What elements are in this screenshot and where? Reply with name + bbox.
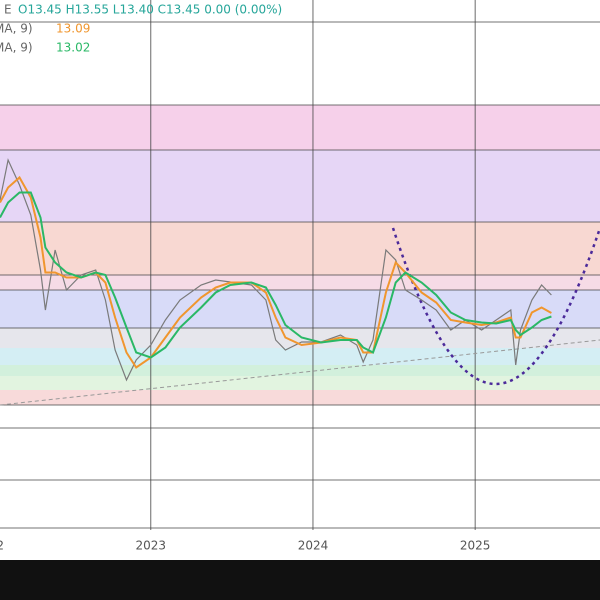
band bbox=[0, 390, 600, 405]
band bbox=[0, 150, 600, 222]
x-tick-label: 2024 bbox=[298, 539, 329, 553]
series-line bbox=[0, 158, 552, 382]
legend-label: MA, 9) bbox=[0, 22, 33, 36]
bottom-bar bbox=[0, 560, 600, 600]
band bbox=[0, 348, 600, 365]
band bbox=[0, 365, 600, 376]
band bbox=[0, 275, 600, 290]
legend-value: 13.09 bbox=[56, 22, 90, 36]
trend-line bbox=[0, 339, 600, 406]
legend-label: E bbox=[4, 3, 12, 17]
band bbox=[0, 105, 600, 150]
legend-value: O13.45 H13.55 L13.40 C13.45 0.00 (0.00%) bbox=[18, 3, 282, 17]
legend: E O13.45 H13.55 L13.40 C13.45 0.00 (0.00%… bbox=[0, 3, 282, 55]
horizontal-lines bbox=[0, 21, 600, 529]
plot bbox=[0, 158, 552, 382]
series-line bbox=[0, 191, 552, 359]
series-line bbox=[0, 175, 552, 369]
x-tick-label: 2023 bbox=[136, 539, 167, 553]
grid bbox=[150, 0, 476, 530]
band bbox=[0, 376, 600, 390]
legend-value: 13.02 bbox=[56, 41, 90, 55]
x-tick-label: 2025 bbox=[460, 539, 491, 553]
band bbox=[0, 328, 600, 348]
cup-pattern bbox=[391, 227, 600, 385]
band bbox=[0, 222, 600, 275]
band bbox=[0, 290, 600, 328]
x-tick-label: 2 bbox=[0, 539, 4, 553]
legend-label: MA, 9) bbox=[0, 41, 33, 55]
